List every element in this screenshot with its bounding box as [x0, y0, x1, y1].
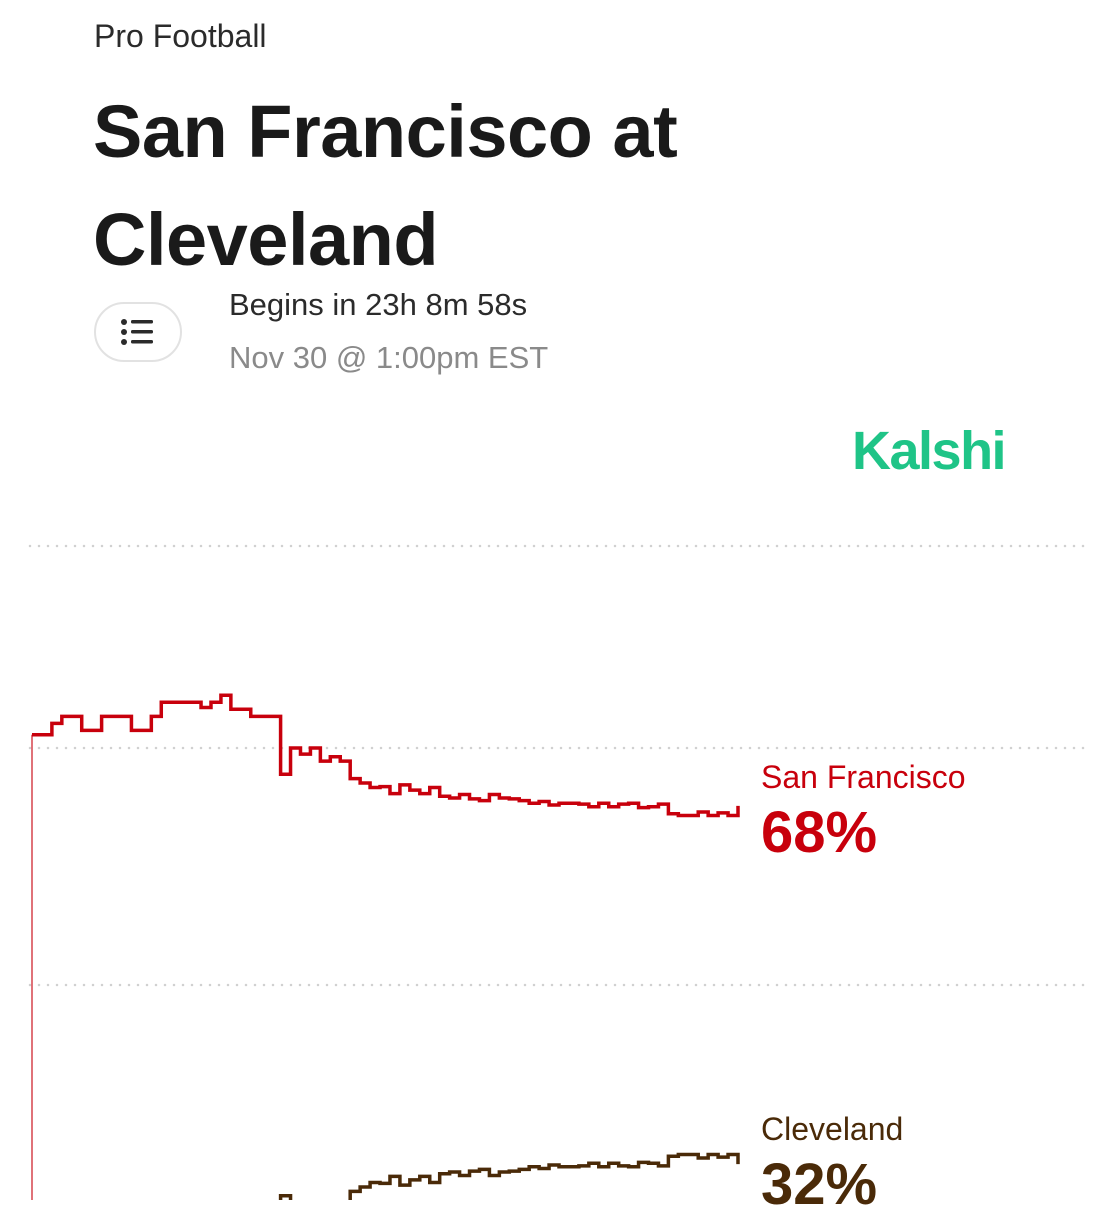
series-line-san-francisco: [32, 693, 740, 818]
game-datetime: Nov 30 @ 1:00pm EST: [229, 340, 549, 375]
sf-team-label: San Francisco: [761, 758, 966, 795]
list-icon: [121, 319, 153, 345]
cle-probability: 32%: [761, 1152, 878, 1218]
win-probability-chart: [28, 544, 1090, 1200]
page-title: San Francisco at Cleveland: [93, 90, 678, 281]
category-label: Pro Football: [94, 18, 267, 54]
kalshi-logo: Kalshi: [852, 421, 1007, 481]
series-line-cleveland: [278, 1152, 740, 1200]
cle-team-label: Cleveland: [761, 1111, 904, 1148]
sf-probability: 68%: [761, 799, 878, 865]
countdown-text: Begins in 23h 8m 58s: [229, 287, 528, 322]
list-button[interactable]: [94, 302, 182, 362]
